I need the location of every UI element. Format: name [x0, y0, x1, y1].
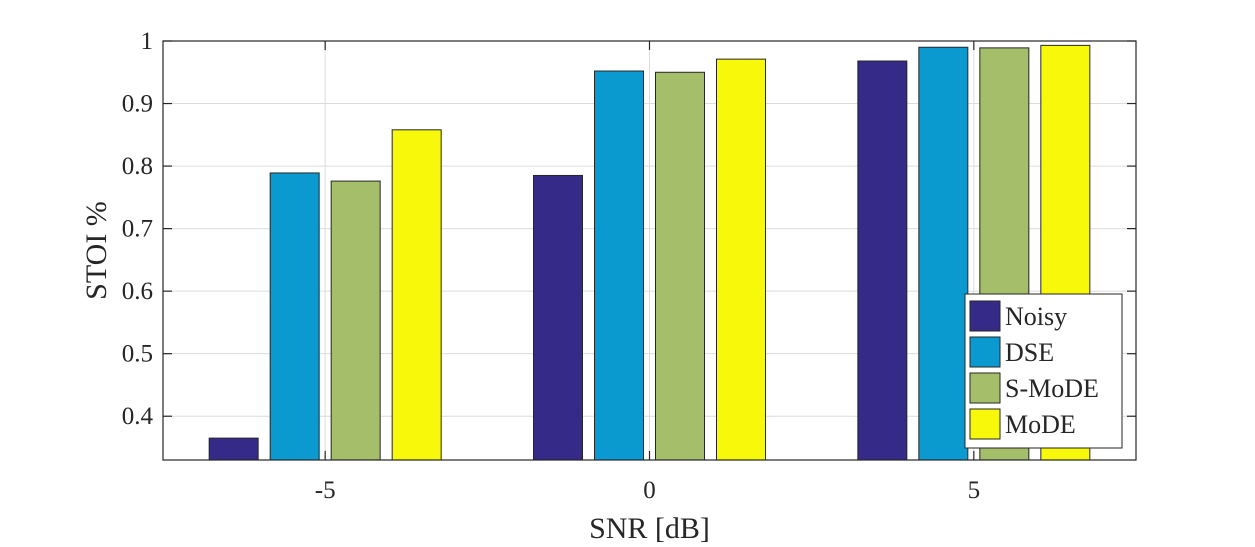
legend-label: S-MoDE [1005, 374, 1099, 403]
legend-swatch [969, 372, 1001, 404]
legend-swatch [969, 408, 1001, 440]
bar-mode [716, 58, 766, 461]
legend-label: MoDE [1005, 410, 1076, 439]
x-axis-label: SNR [dB] [589, 512, 710, 545]
x-tick-label: 0 [643, 477, 656, 504]
bar-mode [391, 129, 442, 461]
y-tick-label: 0.5 [122, 341, 153, 368]
y-tick-label: 0.4 [122, 403, 154, 430]
y-tick-label: 1 [141, 28, 154, 55]
legend-swatch [969, 300, 1001, 332]
bar-noisy [857, 60, 908, 461]
axis-ticks: 0.4 0.5 0.6 0.7 0.8 0.9 1 -5 0 5 [122, 28, 1136, 504]
bars [208, 44, 1091, 461]
legend-swatch [969, 336, 1001, 368]
bar-s-mode [330, 180, 381, 461]
y-tick-label: 0.9 [122, 91, 153, 118]
bar-noisy [533, 174, 583, 461]
bar-s-mode [655, 71, 705, 461]
legend-label: Noisy [1005, 302, 1067, 331]
x-tick-label: 5 [968, 477, 981, 504]
y-axis-label: STOI % [80, 201, 113, 300]
legend: Noisy DSE S-MoDE MoDE [964, 293, 1123, 449]
bar-noisy [208, 437, 259, 461]
y-tick-label: 0.6 [122, 278, 153, 305]
y-tick-label: 0.8 [122, 153, 153, 180]
bar-dse [594, 70, 644, 461]
legend-label: DSE [1005, 338, 1054, 367]
x-tick-label: -5 [315, 477, 336, 504]
bar-dse [269, 172, 320, 461]
bar-dse [918, 46, 969, 461]
y-tick-label: 0.7 [122, 216, 153, 243]
